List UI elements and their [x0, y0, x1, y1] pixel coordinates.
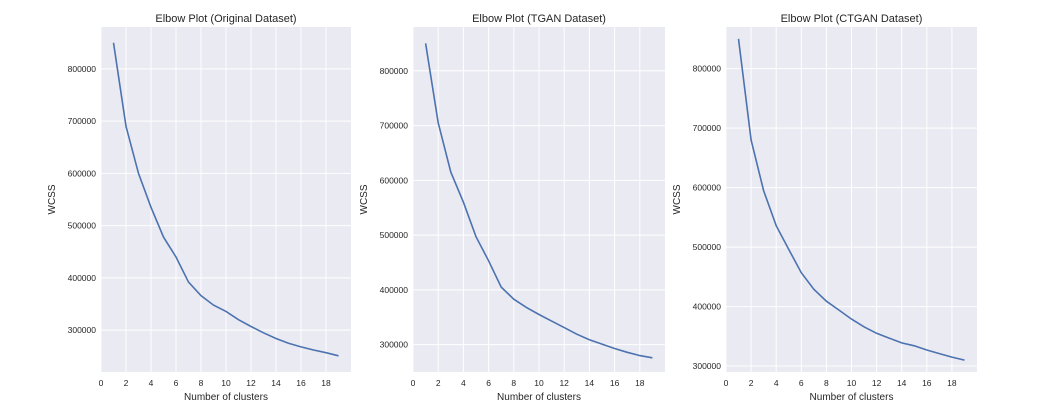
x-tick-label: 4 [774, 378, 779, 388]
chart-title: Elbow Plot (CTGAN Dataset) [781, 13, 923, 25]
tick-labels: 0 2 4 6 8 10 12 14 16 18 300000 400000 500000 600000 7… [693, 64, 957, 388]
x-tick-label: 4 [149, 378, 154, 388]
y-tick-label: 300000 [693, 361, 722, 371]
x-tick-label: 18 [635, 378, 645, 388]
x-axis-label: Number of clusters [184, 392, 268, 403]
x-tick-label: 10 [847, 378, 857, 388]
y-axis-label: WCSS [47, 184, 58, 214]
x-tick-label: 0 [99, 378, 104, 388]
y-tick-label: 600000 [68, 168, 97, 178]
y-axis-label: WCSS [672, 184, 683, 214]
x-tick-label: 8 [511, 378, 516, 388]
x-tick-label: 16 [296, 378, 306, 388]
x-tick-label: 6 [799, 378, 804, 388]
x-tick-label: 12 [872, 378, 882, 388]
x-tick-label: 0 [411, 378, 416, 388]
x-axis-label: Number of clusters [810, 392, 894, 403]
gridlines [100, 27, 351, 372]
x-tick-label: 18 [947, 378, 957, 388]
x-tick-label: 6 [486, 378, 491, 388]
x-tick-label: 12 [246, 378, 256, 388]
y-tick-label: 600000 [380, 175, 409, 185]
wcss-line [112, 42, 339, 357]
x-tick-label: 8 [199, 378, 204, 388]
y-tick-label: 700000 [68, 116, 97, 126]
x-tick-label: 0 [724, 378, 729, 388]
y-tick-label: 600000 [693, 183, 722, 193]
x-tick-label: 14 [271, 378, 281, 388]
y-tick-label: 800000 [68, 64, 97, 74]
x-tick-label: 8 [824, 378, 829, 388]
y-tick-label: 700000 [693, 123, 722, 133]
chart-title: Elbow Plot (Original Dataset) [155, 13, 296, 25]
subplot-ctgan: 0 2 4 6 8 10 12 14 16 18 300000 400000 500000 600000 7… [672, 13, 977, 403]
x-tick-label: 2 [749, 378, 754, 388]
y-tick-label: 400000 [380, 285, 409, 295]
chart-title: Elbow Plot (TGAN Dataset) [472, 13, 606, 25]
wcss-line [424, 43, 653, 359]
gridlines [412, 27, 665, 372]
x-tick-label: 2 [124, 378, 129, 388]
tick-labels: 0 2 4 6 8 10 12 14 16 18 300000 400000 500000 600000 7… [68, 64, 331, 388]
x-tick-label: 4 [461, 378, 466, 388]
x-tick-label: 6 [174, 378, 179, 388]
x-axis-label: Number of clusters [497, 392, 581, 403]
x-tick-label: 18 [321, 378, 331, 388]
x-tick-label: 10 [221, 378, 231, 388]
tick-labels: 0 2 4 6 8 10 12 14 16 18 300000 400000 500000 600000 7… [380, 66, 645, 388]
y-tick-label: 700000 [380, 121, 409, 131]
y-tick-label: 300000 [68, 325, 97, 335]
wcss-line [737, 38, 965, 361]
subplot-original: 0 2 4 6 8 10 12 14 16 18 300000 400000 500000 600000 7… [47, 13, 351, 403]
x-tick-label: 12 [559, 378, 569, 388]
x-tick-label: 16 [610, 378, 620, 388]
x-tick-label: 10 [534, 378, 544, 388]
y-tick-label: 500000 [68, 221, 97, 231]
y-tick-label: 400000 [68, 273, 97, 283]
y-tick-label: 800000 [693, 64, 722, 74]
x-tick-label: 16 [922, 378, 932, 388]
gridlines [725, 27, 977, 372]
y-axis-label: WCSS [359, 184, 370, 214]
y-tick-label: 500000 [693, 242, 722, 252]
y-tick-label: 300000 [380, 340, 409, 350]
y-tick-label: 500000 [380, 230, 409, 240]
x-tick-label: 2 [436, 378, 441, 388]
x-tick-label: 14 [585, 378, 595, 388]
y-tick-label: 400000 [693, 302, 722, 312]
subplot-tgan: 0 2 4 6 8 10 12 14 16 18 300000 400000 500000 600000 7… [359, 13, 665, 403]
x-tick-label: 14 [897, 378, 907, 388]
y-tick-label: 800000 [380, 66, 409, 76]
